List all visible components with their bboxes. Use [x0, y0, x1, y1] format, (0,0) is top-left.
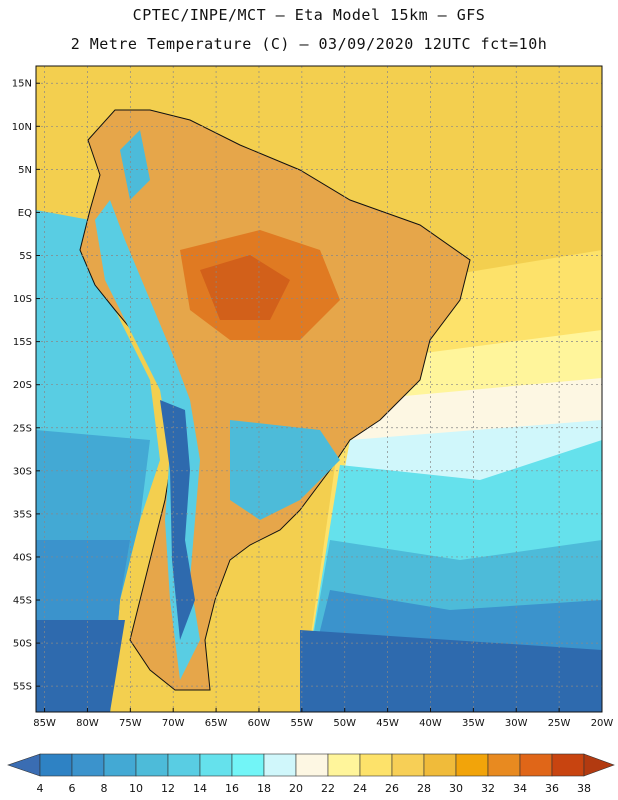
lat-label: 30S: [13, 466, 32, 477]
temperature-colorbar: 4 6 8 10 12 14 16 18 20 22 24 26 28 30 32 34 36 38: [7, 753, 615, 795]
land-andes-cold: [160, 400, 195, 640]
lat-label: 50S: [13, 639, 32, 650]
lon-label: 65W: [205, 718, 228, 729]
map-field: [36, 66, 602, 712]
lat-label: 15S: [13, 337, 32, 348]
longitude-labels: 85W 80W 75W 70W 65W 60W 55W 50W 45W 40W 35W 30W 25W 2…: [33, 708, 613, 729]
land-hottest-core: [200, 255, 290, 320]
colorbar-label: 28: [417, 782, 431, 795]
colorbar-segment: [263, 753, 297, 777]
lat-label: 35S: [13, 509, 32, 520]
lon-label: 50W: [333, 718, 356, 729]
lat-label: 10S: [13, 294, 32, 305]
colorbar-label: 20: [289, 782, 303, 795]
lat-label: 40S: [13, 552, 32, 563]
colorbar-label: 8: [101, 782, 108, 795]
lon-label: 60W: [248, 718, 271, 729]
colorbar-label: 30: [449, 782, 463, 795]
colorbar-segment: [487, 753, 521, 777]
map-title-line-1: CPTEC/INPE/MCT – Eta Model 15km – GFS: [132, 6, 486, 24]
land-southern-cone: [230, 420, 340, 520]
lat-label: 10N: [12, 122, 32, 133]
colorbar-segment: [167, 753, 201, 777]
lat-label: 5S: [19, 251, 32, 262]
colorbar-label: 26: [385, 782, 399, 795]
latitude-labels: 15N 10N 5N EQ 5S 10S 15S 20S 25S 30S 35S 40S 45S 50S 5…: [12, 79, 40, 693]
colorbar-segment: [295, 753, 329, 777]
ocean-pacific-4: [36, 620, 125, 712]
land-colombia-andes: [120, 130, 150, 200]
map-frame: [35, 65, 603, 713]
colorbar-label: 10: [129, 782, 143, 795]
colorbar-label: 6: [69, 782, 76, 795]
lat-label: 45S: [13, 596, 32, 607]
colorbar-segment: [103, 753, 137, 777]
colorbar-high-arrow: [583, 753, 615, 777]
ocean-band-4: [300, 630, 602, 712]
lat-label: 15N: [12, 79, 32, 90]
lon-label: 30W: [505, 718, 528, 729]
colorbar-segment: [423, 753, 457, 777]
lon-label: 20W: [591, 718, 614, 729]
colorbar-label: 38: [577, 782, 591, 795]
colorbar-label: 18: [257, 782, 271, 795]
colorbar-label: 22: [321, 782, 335, 795]
lon-label: 70W: [162, 718, 185, 729]
lon-label: 40W: [419, 718, 442, 729]
colorbar-label: 36: [545, 782, 559, 795]
colorbar-segment: [199, 753, 233, 777]
colorbar-label: 24: [353, 782, 367, 795]
colorbar-label: 34: [513, 782, 527, 795]
lat-label: 25S: [13, 423, 32, 434]
lat-label: 5N: [18, 165, 32, 176]
colorbar-segment: [519, 753, 553, 777]
graticule: [36, 66, 602, 712]
lon-label: 80W: [76, 718, 99, 729]
lat-label: 20S: [13, 380, 32, 391]
colorbar-segment: [71, 753, 105, 777]
lat-label: EQ: [18, 208, 32, 219]
lon-label: 55W: [291, 718, 314, 729]
colorbar-segment: [39, 753, 73, 777]
colorbar-label: 4: [37, 782, 44, 795]
colorbar-segment: [391, 753, 425, 777]
colorbar-label: 12: [161, 782, 175, 795]
lon-label: 85W: [33, 718, 56, 729]
colorbar-segment: [551, 753, 585, 777]
lon-label: 35W: [462, 718, 485, 729]
colorbar-segment: [455, 753, 489, 777]
colorbar-segment: [327, 753, 361, 777]
lon-label: 25W: [548, 718, 571, 729]
colorbar-segment: [359, 753, 393, 777]
colorbar-segment: [231, 753, 265, 777]
map-title-line-2: 2 Metre Temperature (C) – 03/09/2020 12U…: [70, 35, 548, 53]
lon-label: 75W: [119, 718, 142, 729]
colorbar-label: 16: [225, 782, 239, 795]
lon-label: 45W: [376, 718, 399, 729]
lat-label: 55S: [13, 682, 32, 693]
colorbar-segment: [135, 753, 169, 777]
colorbar-label: 32: [481, 782, 495, 795]
colorbar-low-arrow: [7, 753, 41, 777]
colorbar-label: 14: [193, 782, 207, 795]
